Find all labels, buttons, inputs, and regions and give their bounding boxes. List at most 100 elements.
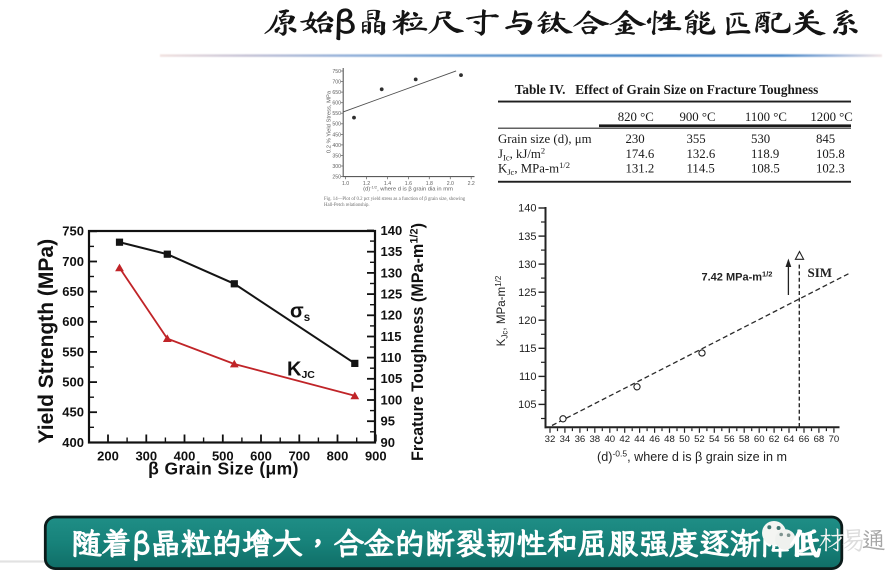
svg-text:700: 700: [62, 254, 84, 269]
svg-text:400: 400: [332, 143, 341, 149]
svg-text:Yield Strength (MPa): Yield Strength (MPa): [35, 239, 58, 444]
svg-text:48: 48: [664, 434, 675, 445]
svg-text:174.6: 174.6: [626, 147, 655, 161]
svg-text:750: 750: [62, 224, 84, 239]
svg-text:450: 450: [62, 405, 84, 420]
svg-text:Fig. 14—Plot of 0.2 pct yield: Fig. 14—Plot of 0.2 pct yield stress as …: [324, 197, 466, 202]
svg-text:900 °C: 900 °C: [680, 110, 716, 124]
svg-text:(d)-0.5, where d is β grain si: (d)-0.5, where d is β grain size in m: [597, 449, 787, 465]
svg-text:54: 54: [709, 434, 720, 445]
svg-text:140: 140: [518, 203, 536, 215]
svg-text:250: 250: [332, 175, 341, 181]
svg-text:230: 230: [626, 132, 645, 146]
svg-text:600: 600: [250, 449, 272, 464]
svg-text:KJC: KJC: [287, 359, 315, 382]
svg-text:1200 °C: 1200 °C: [810, 110, 852, 124]
svg-text:95: 95: [381, 414, 395, 429]
svg-text:KJc, MPa-m1/2: KJc, MPa-m1/2: [498, 160, 570, 177]
svg-text:125: 125: [518, 287, 536, 299]
svg-text:400: 400: [62, 435, 84, 450]
svg-text:Table IV. Effect of Grain Si: Table IV. Effect of Grain Size on Fractu…: [515, 82, 818, 97]
svg-text:1.4: 1.4: [384, 181, 391, 187]
svg-text:350: 350: [332, 153, 341, 159]
svg-text:102.3: 102.3: [816, 161, 845, 175]
svg-text:2.0: 2.0: [447, 181, 454, 187]
svg-text:200: 200: [97, 449, 119, 464]
svg-text:125: 125: [381, 287, 403, 302]
svg-text:845: 845: [816, 132, 835, 146]
svg-text:750: 750: [332, 69, 341, 75]
svg-text:64: 64: [784, 434, 795, 445]
svg-text:355: 355: [687, 132, 706, 146]
svg-text:130: 130: [518, 259, 536, 271]
svg-text:70: 70: [829, 434, 840, 445]
svg-text:530: 530: [751, 132, 770, 146]
svg-text:115: 115: [519, 343, 537, 355]
svg-text:34: 34: [560, 434, 571, 445]
svg-text:110: 110: [519, 371, 537, 383]
svg-text:600: 600: [332, 101, 341, 107]
svg-text:68: 68: [814, 434, 825, 445]
svg-text:1.0: 1.0: [342, 181, 349, 187]
svg-text:1.2: 1.2: [363, 181, 370, 187]
svg-text:500: 500: [332, 122, 341, 128]
svg-text:500: 500: [212, 449, 234, 464]
svg-text:400: 400: [174, 449, 196, 464]
svg-text:SIM: SIM: [808, 265, 833, 280]
svg-text:700: 700: [332, 80, 341, 86]
svg-text:820 °C: 820 °C: [618, 110, 654, 124]
svg-text:135: 135: [518, 231, 536, 243]
svg-text:118.9: 118.9: [751, 147, 779, 161]
svg-text:σs: σs: [290, 301, 310, 325]
svg-text:140: 140: [381, 223, 403, 238]
svg-text:120: 120: [518, 315, 536, 327]
svg-text:40: 40: [604, 434, 615, 445]
svg-text:650: 650: [62, 284, 84, 299]
svg-text:44: 44: [634, 434, 645, 445]
svg-text:7.42 MPa-m1/2: 7.42 MPa-m1/2: [702, 270, 773, 284]
svg-text:Grain size (d), μm: Grain size (d), μm: [498, 132, 592, 146]
svg-text:46: 46: [649, 434, 660, 445]
svg-text:1100 °C: 1100 °C: [745, 110, 787, 124]
svg-text:300: 300: [332, 164, 341, 170]
svg-text:108.5: 108.5: [751, 161, 780, 175]
svg-text:56: 56: [724, 434, 735, 445]
svg-text:Hall-Petch relationship.: Hall-Petch relationship.: [324, 203, 370, 208]
svg-text:62: 62: [769, 434, 780, 445]
svg-text:500: 500: [62, 375, 84, 390]
svg-text:450: 450: [332, 132, 341, 138]
svg-text:130: 130: [381, 265, 403, 280]
svg-text:90: 90: [381, 435, 395, 450]
svg-text:58: 58: [739, 434, 750, 445]
svg-text:KJc, MPa-m1/2: KJc, MPa-m1/2: [494, 275, 510, 346]
svg-text:52: 52: [694, 434, 705, 445]
svg-text:132.6: 132.6: [687, 147, 716, 161]
svg-text:120: 120: [381, 308, 403, 323]
svg-text:β Grain Size (μm): β Grain Size (μm): [148, 459, 299, 479]
svg-text:105.8: 105.8: [816, 147, 845, 161]
svg-text:60: 60: [754, 434, 765, 445]
svg-text:38: 38: [589, 434, 600, 445]
svg-text:550: 550: [62, 344, 84, 359]
svg-text:66: 66: [799, 434, 810, 445]
svg-text:1.6: 1.6: [405, 181, 412, 187]
svg-text:JIc, kJ/m2: JIc, kJ/m2: [498, 145, 545, 162]
svg-text:600: 600: [62, 314, 84, 329]
svg-text:32: 32: [545, 434, 556, 445]
svg-text:110: 110: [381, 350, 402, 365]
svg-text:800: 800: [327, 449, 349, 464]
svg-text:105: 105: [518, 399, 536, 411]
svg-text:550: 550: [332, 111, 341, 117]
svg-text:0.2 % Yield Stress, MPa: 0.2 % Yield Stress, MPa: [327, 90, 333, 153]
svg-text:100: 100: [381, 392, 403, 407]
svg-text:135: 135: [381, 244, 403, 259]
svg-text:50: 50: [679, 434, 690, 445]
svg-text:36: 36: [575, 434, 586, 445]
svg-text:300: 300: [135, 449, 157, 464]
svg-text:105: 105: [381, 371, 403, 386]
svg-text:1.8: 1.8: [426, 181, 433, 187]
svg-text:2.2: 2.2: [468, 181, 475, 187]
svg-text:900: 900: [365, 449, 387, 464]
svg-text:115: 115: [381, 329, 402, 344]
svg-text:700: 700: [288, 449, 310, 464]
